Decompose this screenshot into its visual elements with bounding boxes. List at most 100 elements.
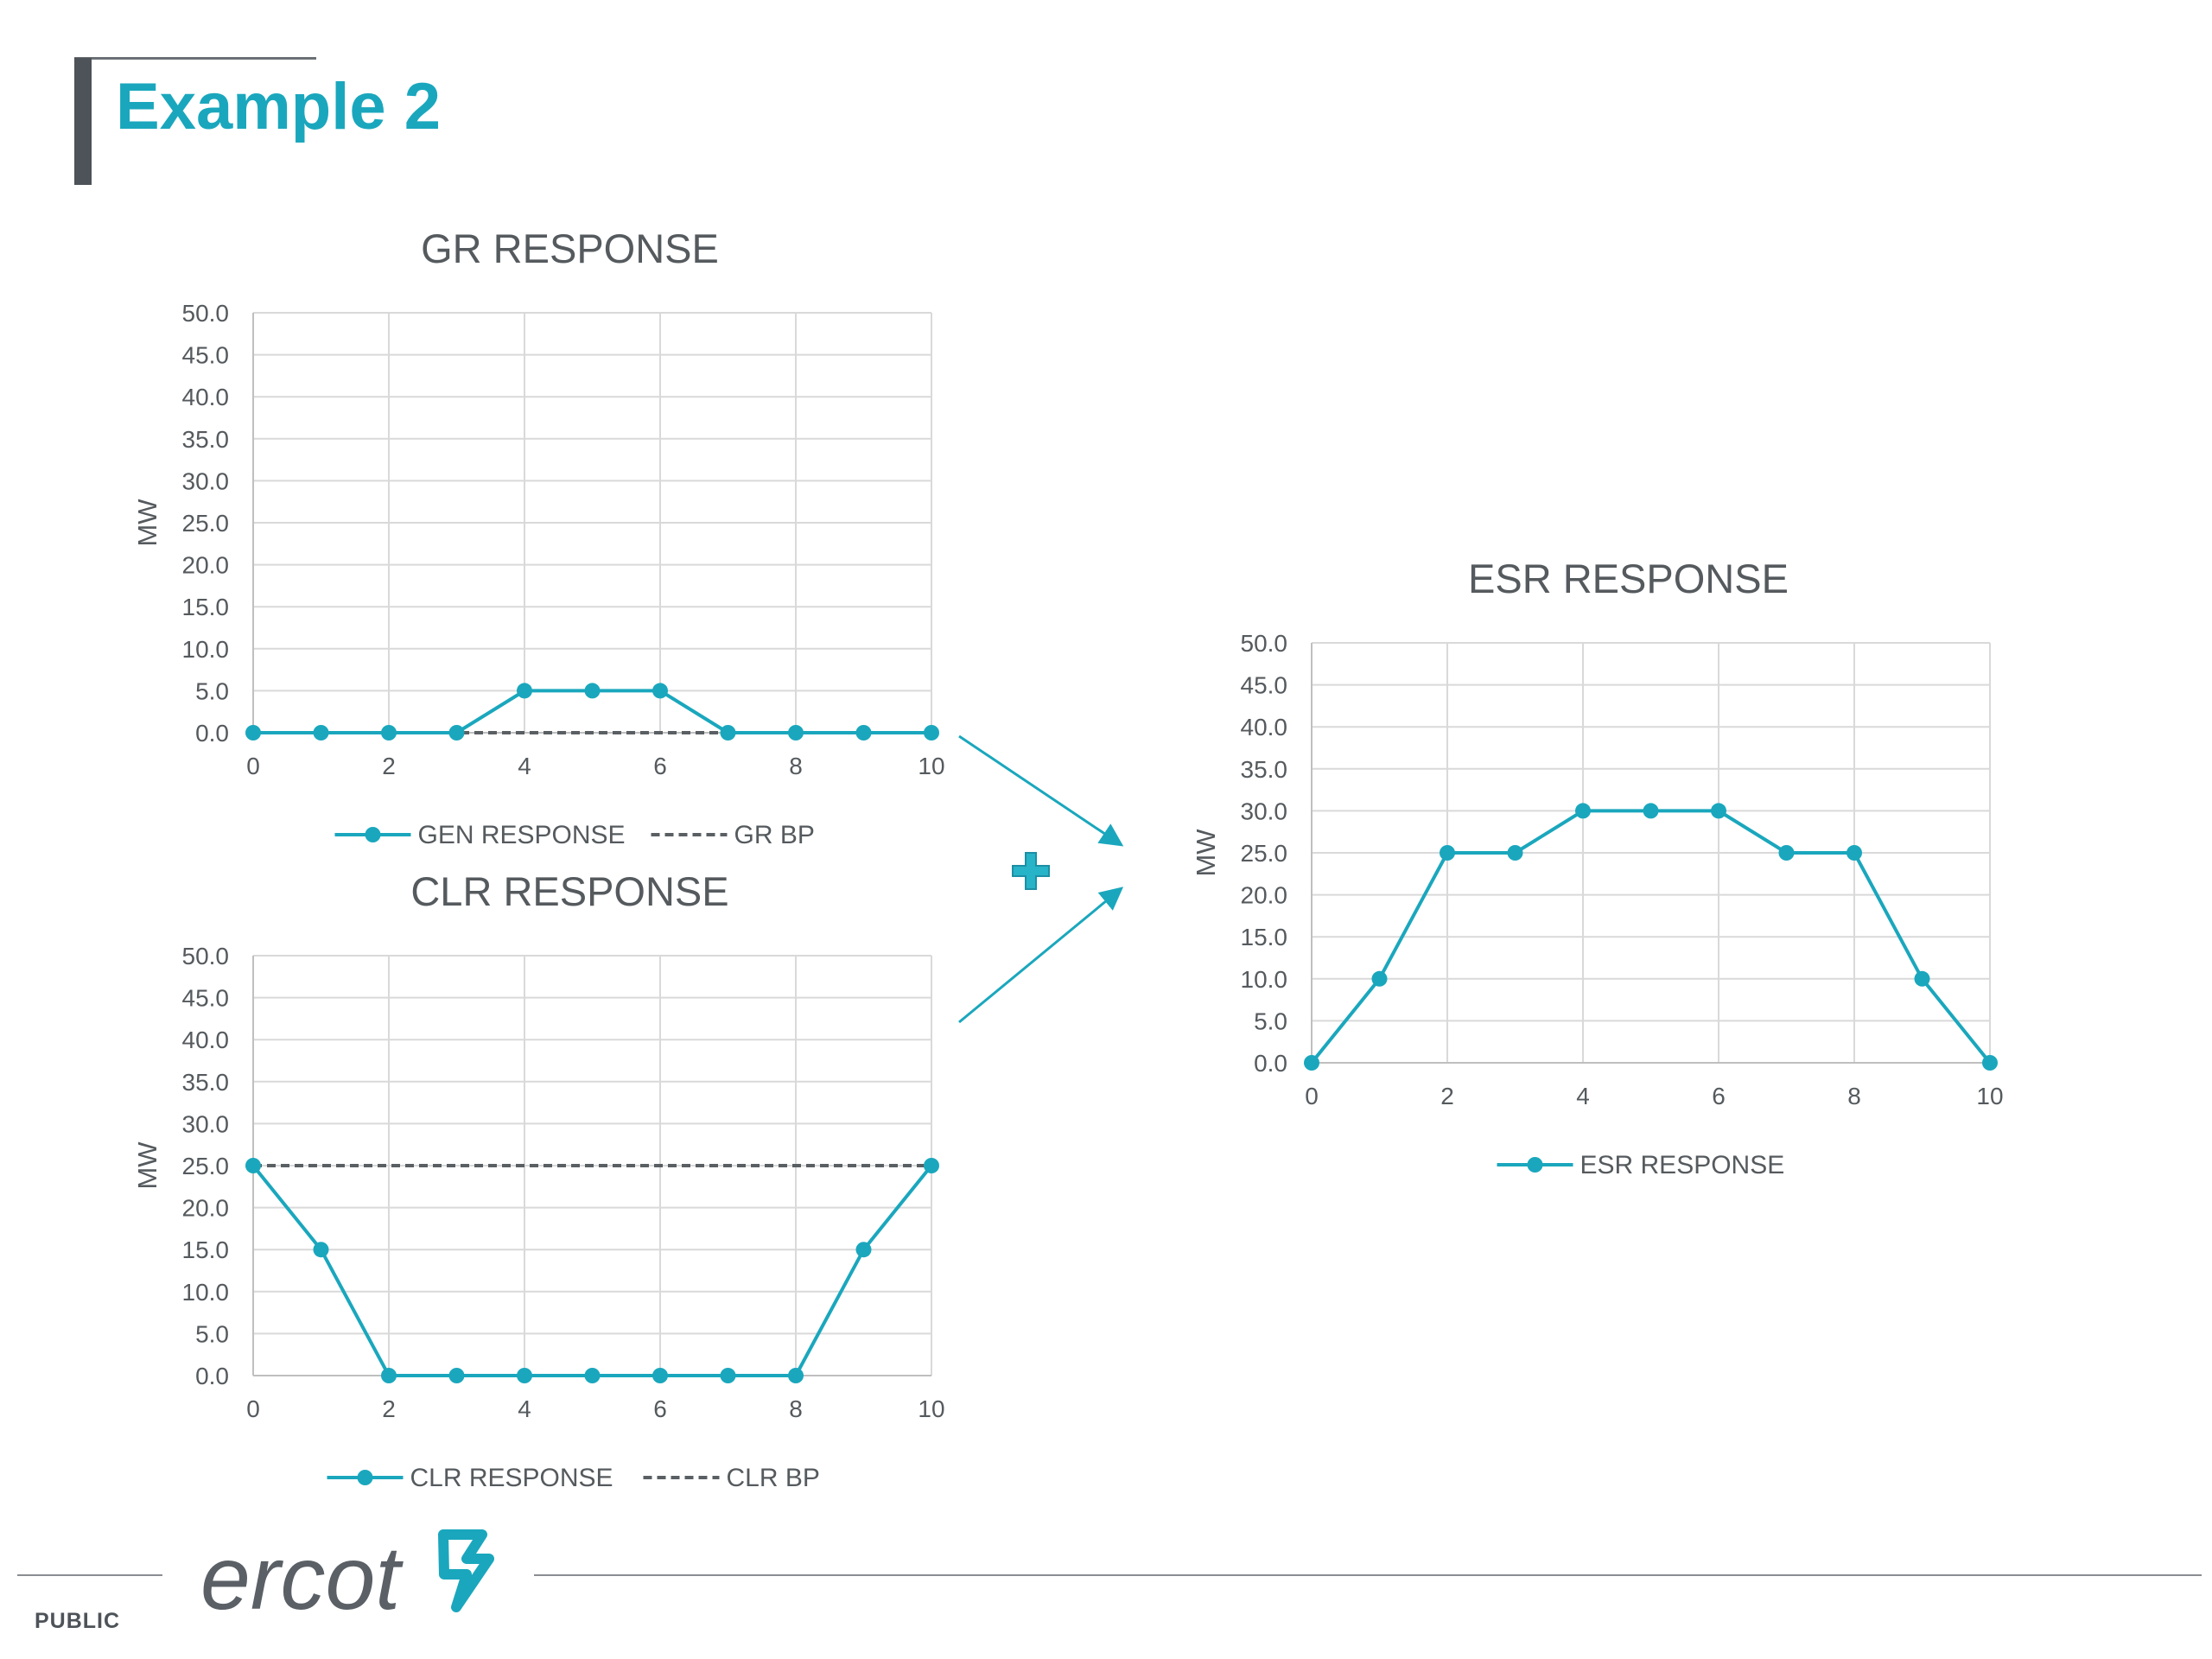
y-tick-label: 30.0 (182, 467, 230, 494)
data-point (381, 1368, 397, 1383)
data-point (584, 1368, 601, 1383)
legend-item: GEN RESPONSE (334, 821, 626, 849)
y-tick-label: 20.0 (182, 552, 230, 579)
data-point (448, 725, 465, 741)
y-tick-label: 0.0 (195, 720, 229, 747)
data-point (517, 683, 532, 699)
data-point (1575, 803, 1591, 819)
data-point (788, 725, 804, 741)
data-point (1643, 803, 1659, 819)
legend-label: GEN RESPONSE (418, 821, 626, 849)
x-tick-label: 0 (246, 753, 260, 779)
y-tick-label: 30.0 (1241, 798, 1288, 824)
y-tick-label: 10.0 (182, 1279, 230, 1306)
y-tick-label: 10.0 (1241, 966, 1288, 993)
x-tick-label: 6 (653, 753, 667, 779)
x-tick-label: 0 (246, 1395, 260, 1422)
x-tick-label: 10 (918, 1395, 944, 1422)
x-tick-label: 4 (518, 1395, 531, 1422)
y-tick-label: 40.0 (182, 1027, 230, 1053)
y-tick-label: 15.0 (182, 1236, 230, 1263)
data-point (720, 1368, 736, 1383)
data-point (313, 1242, 329, 1258)
arrow-right-icon (958, 734, 1124, 847)
y-tick-label: 25.0 (1241, 840, 1288, 867)
y-axis-label: MW (132, 1141, 162, 1190)
slide-title: Example 2 (116, 70, 441, 143)
x-tick-label: 6 (653, 1395, 667, 1422)
y-axis-label: MW (132, 499, 162, 547)
x-tick-label: 10 (1976, 1083, 2003, 1109)
x-tick-label: 4 (1576, 1083, 1590, 1109)
data-point (1440, 845, 1455, 861)
footer-classification-label: PUBLIC (35, 1609, 121, 1633)
y-tick-label: 40.0 (1241, 714, 1288, 741)
y-tick-label: 30.0 (182, 1110, 230, 1137)
y-tick-label: 5.0 (195, 1320, 229, 1347)
y-tick-label: 35.0 (182, 426, 230, 453)
data-point (381, 725, 397, 741)
data-point (652, 683, 668, 699)
y-tick-label: 45.0 (182, 342, 230, 369)
y-tick-label: 15.0 (182, 594, 230, 620)
data-point (517, 1368, 532, 1383)
data-point (584, 683, 601, 699)
data-point (924, 1158, 939, 1173)
legend-label: ESR RESPONSE (1580, 1151, 1785, 1179)
data-point (924, 725, 939, 741)
x-tick-label: 8 (789, 753, 803, 779)
y-tick-label: 40.0 (182, 384, 230, 410)
y-tick-label: 50.0 (182, 300, 230, 327)
x-tick-label: 0 (1305, 1083, 1319, 1109)
y-tick-label: 5.0 (1254, 1007, 1287, 1034)
legend-swatch-marker (357, 1470, 373, 1485)
title-top-rule (74, 57, 316, 60)
data-point (245, 725, 261, 741)
y-tick-label: 25.0 (182, 1153, 230, 1179)
y-axis-label: MW (1191, 829, 1221, 877)
legend-item: CLR RESPONSE (327, 1464, 613, 1492)
x-tick-label: 8 (1847, 1083, 1861, 1109)
data-point (788, 1368, 804, 1383)
data-point (1847, 845, 1862, 861)
legend-item: GR BP (651, 821, 815, 849)
footer-rule-left (17, 1574, 162, 1576)
data-point (1711, 803, 1726, 819)
y-tick-label: 5.0 (195, 677, 229, 704)
chart-title: ESR RESPONSE (1468, 556, 1789, 601)
chart-title: CLR RESPONSE (410, 868, 728, 914)
data-point (855, 725, 872, 741)
x-tick-label: 2 (382, 753, 396, 779)
x-tick-label: 2 (382, 1395, 396, 1422)
x-tick-label: 2 (1440, 1083, 1454, 1109)
y-tick-label: 0.0 (195, 1363, 229, 1389)
arrow-right-icon (958, 887, 1124, 1024)
clr-chart-group: CLR RESPONSE 0.0 5.0 10.0 15.0 20.0 25.0 30.0 35… (132, 868, 945, 1492)
gr-chart-group: GR RESPONSE 0.0 5.0 10.0 15.0 20.0 25.0 30.0 35.… (132, 226, 945, 849)
data-point (1778, 845, 1795, 861)
footer-rule-right (534, 1574, 2202, 1576)
legend-item: CLR BP (643, 1464, 820, 1492)
data-point (1304, 1055, 1319, 1071)
y-tick-label: 25.0 (182, 510, 230, 537)
chart-title: GR RESPONSE (421, 226, 719, 271)
y-tick-label: 20.0 (1241, 882, 1288, 909)
x-tick-label: 4 (518, 753, 531, 779)
data-point (1371, 970, 1388, 987)
y-tick-label: 15.0 (1241, 924, 1288, 950)
title-accent-bar (74, 58, 92, 185)
y-tick-label: 45.0 (1241, 672, 1288, 699)
data-point (1914, 970, 1930, 987)
data-point (1982, 1055, 1998, 1071)
y-tick-label: 35.0 (1241, 756, 1288, 783)
y-tick-label: 10.0 (182, 636, 230, 663)
plus-icon (1012, 852, 1050, 890)
ercot-logo-text: ercot (200, 1529, 404, 1629)
esr-chart-group: ESR RESPONSE 0.0 5.0 10.0 15.0 20.0 25.0 30.0 35… (1191, 556, 2004, 1179)
legend-swatch-marker (365, 827, 381, 842)
y-tick-label: 50.0 (1241, 630, 1288, 657)
